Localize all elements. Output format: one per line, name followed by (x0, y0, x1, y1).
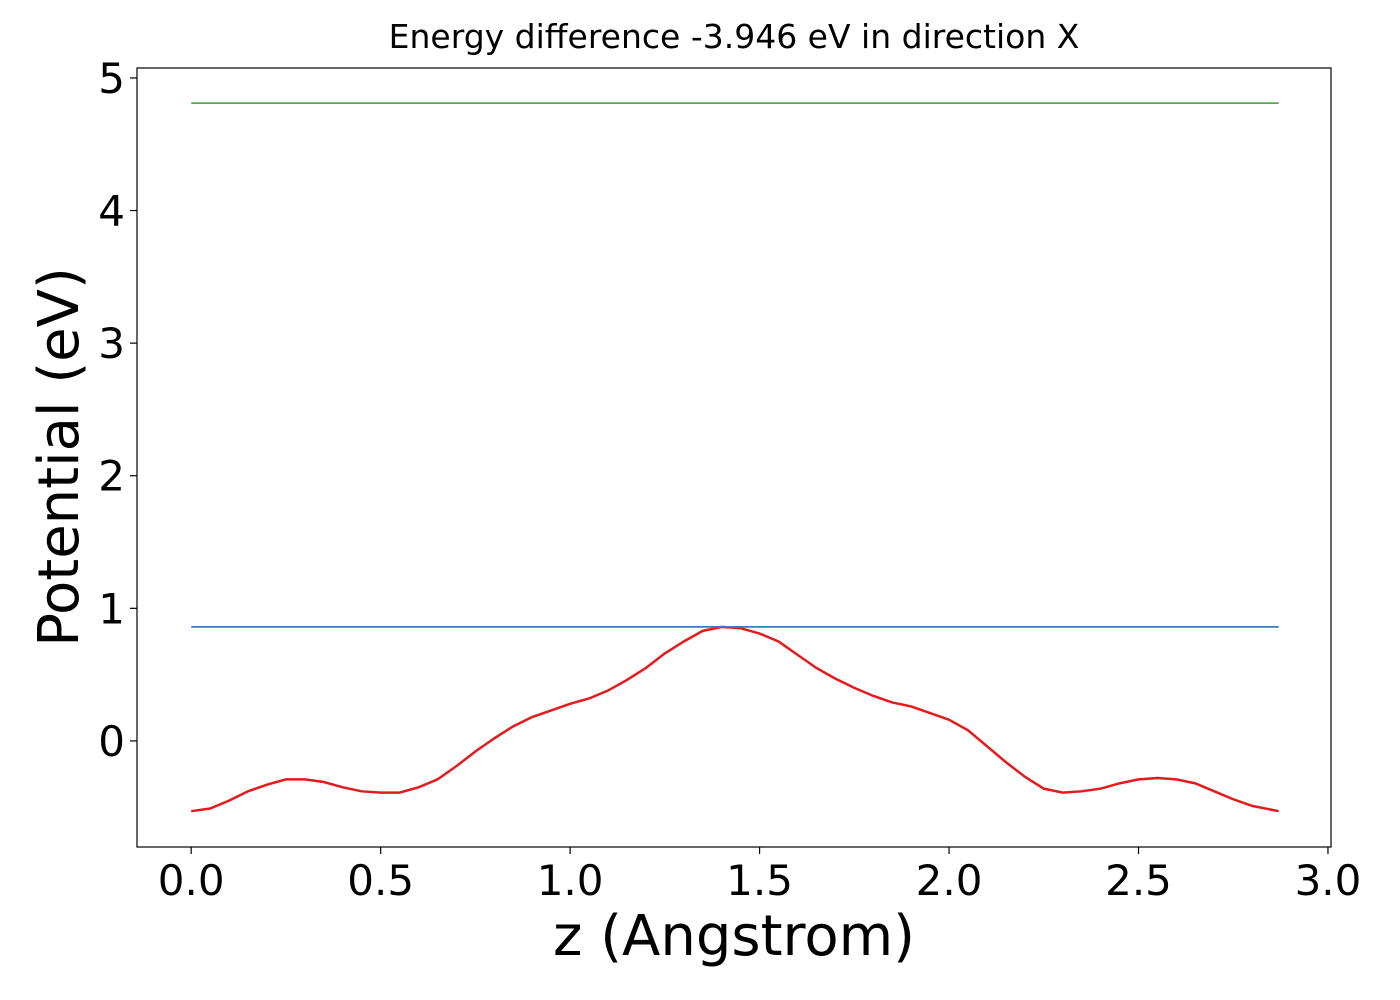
x-tick-label: 2.0 (916, 856, 983, 905)
y-tick-label: 2 (98, 452, 125, 501)
x-tick-label: 1.0 (537, 856, 604, 905)
x-tick-label: 2.5 (1105, 856, 1172, 905)
y-axis-label: Potential (eV) (27, 267, 92, 647)
x-tick-label: 0.5 (347, 856, 414, 905)
x-tick-label: 1.5 (726, 856, 793, 905)
y-tick-label: 0 (98, 717, 125, 766)
y-tick-label: 1 (98, 584, 125, 633)
plot-frame (136, 67, 1332, 848)
y-tick-label: 3 (98, 319, 125, 368)
x-tick-label: 3.0 (1295, 856, 1362, 905)
x-tick-label: 0.0 (158, 856, 225, 905)
line-series (191, 625, 1279, 813)
y-tick-label: 5 (98, 54, 125, 103)
x-axis-label: z (Angstrom) (553, 904, 915, 969)
y-tick-label: 4 (98, 187, 125, 236)
chart-title: Energy difference -3.946 eV in direction… (389, 17, 1080, 56)
